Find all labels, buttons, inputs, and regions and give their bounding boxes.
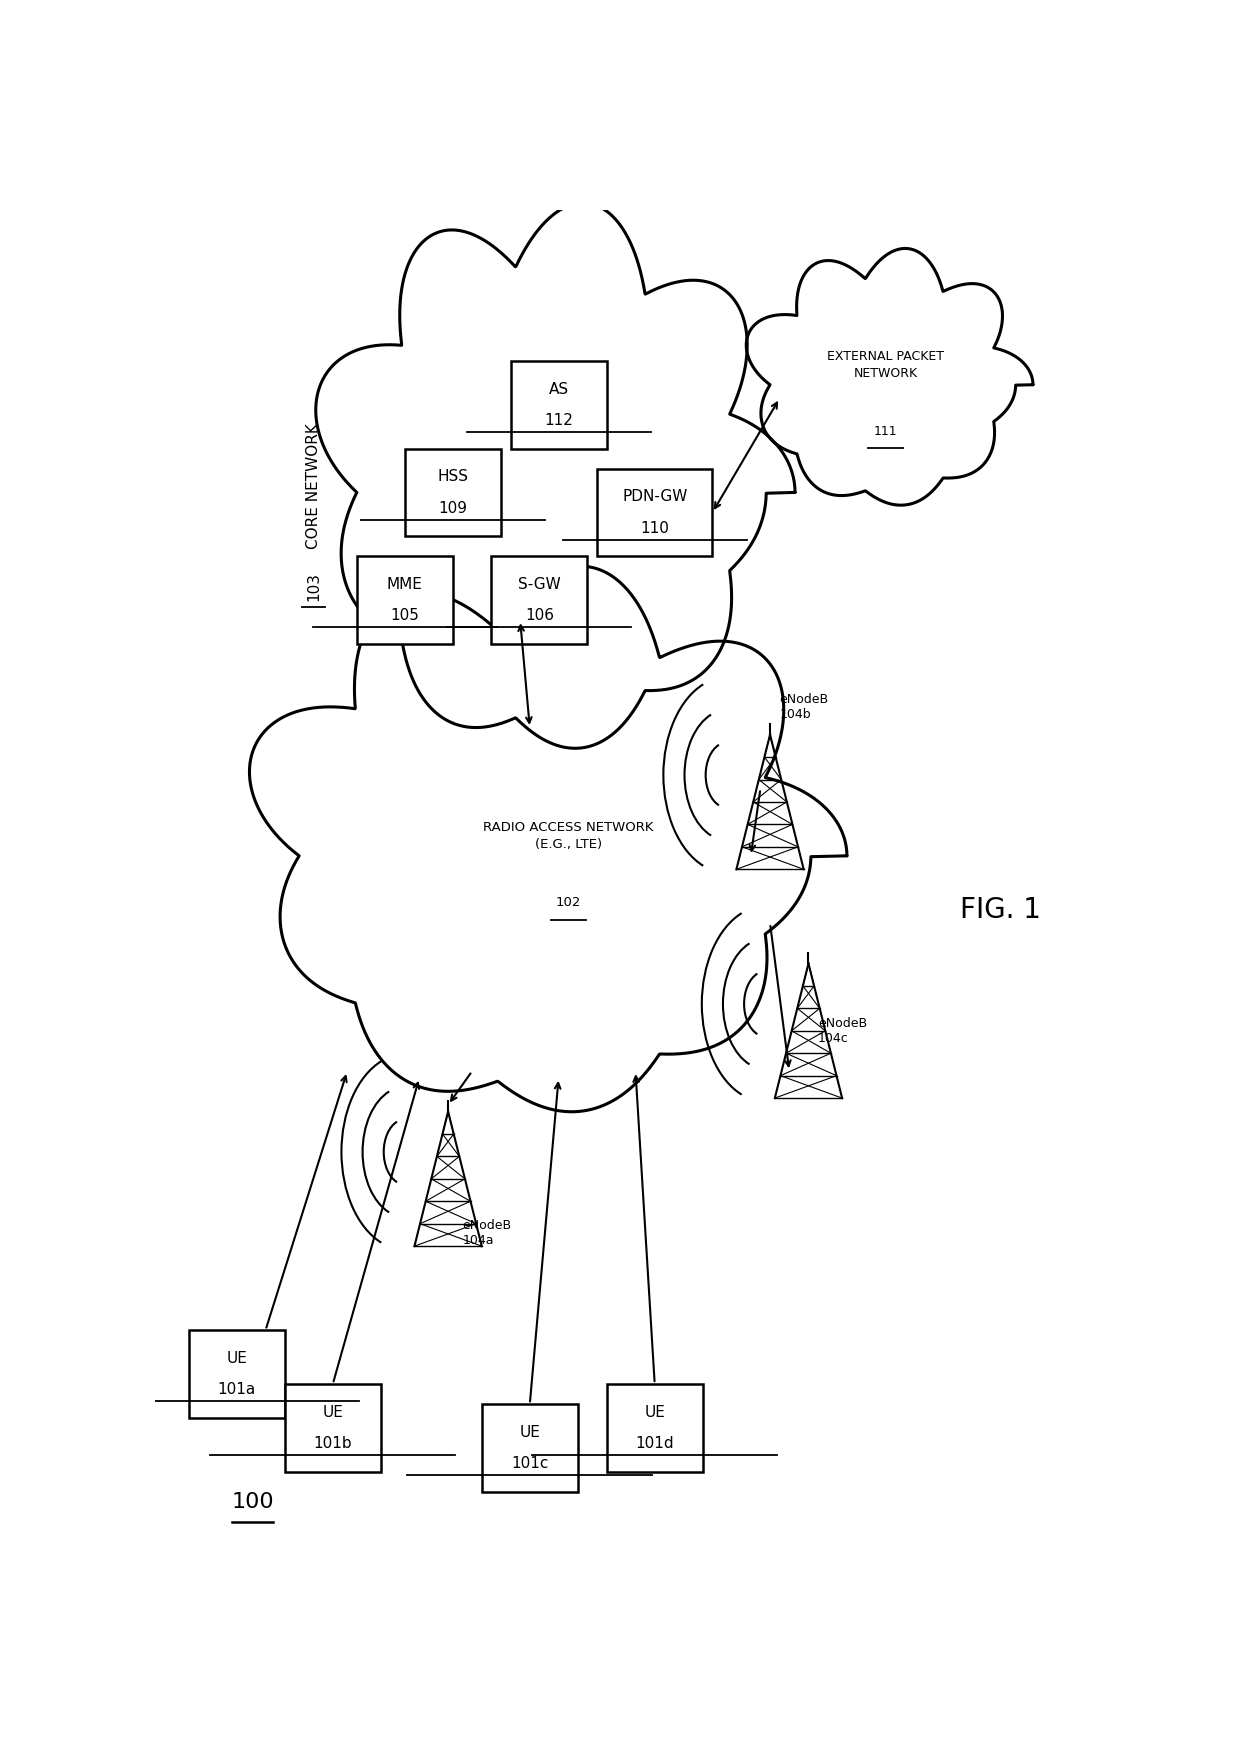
- Text: UE: UE: [520, 1425, 541, 1440]
- Text: UE: UE: [322, 1405, 343, 1419]
- Text: S-GW: S-GW: [518, 577, 560, 593]
- FancyBboxPatch shape: [606, 1384, 703, 1472]
- Text: 105: 105: [391, 608, 419, 624]
- Text: 111: 111: [873, 425, 898, 439]
- Text: UE: UE: [645, 1405, 665, 1419]
- FancyBboxPatch shape: [188, 1330, 285, 1418]
- Text: 112: 112: [544, 413, 573, 428]
- Polygon shape: [746, 248, 1033, 505]
- FancyBboxPatch shape: [404, 449, 501, 537]
- Text: CORE NETWORK: CORE NETWORK: [306, 423, 321, 549]
- Text: eNodeB
104b: eNodeB 104b: [780, 694, 828, 722]
- Text: eNodeB
104c: eNodeB 104c: [818, 1017, 867, 1045]
- Text: FIG. 1: FIG. 1: [960, 895, 1042, 923]
- Text: AS: AS: [548, 381, 569, 397]
- Text: 100: 100: [232, 1491, 274, 1512]
- Text: 110: 110: [640, 521, 670, 537]
- Text: 101c: 101c: [511, 1456, 548, 1472]
- Text: 101b: 101b: [314, 1437, 352, 1451]
- FancyBboxPatch shape: [511, 362, 606, 449]
- Text: 101a: 101a: [217, 1383, 255, 1397]
- Text: PDN-GW: PDN-GW: [622, 489, 687, 505]
- Text: EXTERNAL PACKET
NETWORK: EXTERNAL PACKET NETWORK: [827, 350, 944, 379]
- FancyBboxPatch shape: [481, 1404, 578, 1491]
- Text: UE: UE: [226, 1351, 247, 1365]
- Text: 109: 109: [439, 500, 467, 516]
- Text: HSS: HSS: [438, 468, 469, 484]
- FancyBboxPatch shape: [285, 1384, 381, 1472]
- Text: MME: MME: [387, 577, 423, 593]
- Text: 103: 103: [306, 572, 321, 601]
- Polygon shape: [316, 203, 795, 748]
- FancyBboxPatch shape: [491, 556, 588, 643]
- FancyBboxPatch shape: [357, 556, 453, 643]
- FancyBboxPatch shape: [596, 468, 713, 556]
- Text: RADIO ACCESS NETWORK
(E.G., LTE): RADIO ACCESS NETWORK (E.G., LTE): [484, 820, 653, 851]
- Text: eNodeB
104a: eNodeB 104a: [463, 1220, 512, 1248]
- Text: 106: 106: [525, 608, 554, 624]
- Text: 102: 102: [556, 897, 580, 909]
- Text: 101d: 101d: [635, 1437, 675, 1451]
- Polygon shape: [249, 566, 847, 1112]
